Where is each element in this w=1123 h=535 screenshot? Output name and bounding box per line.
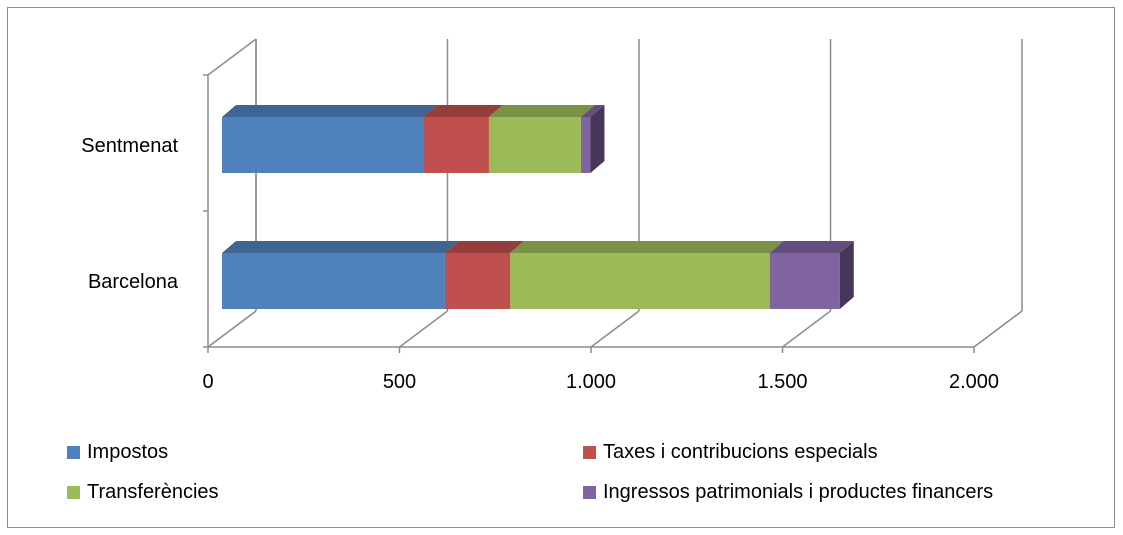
category-label: Sentmenat: [81, 135, 178, 157]
bar-segment-top: [444, 241, 525, 253]
floor-gridline: [207, 310, 257, 348]
x-tick-label: 1.000: [566, 371, 616, 393]
bar-segment: [222, 117, 424, 173]
floor-gridline: [399, 310, 448, 348]
category-label: Barcelona: [88, 271, 179, 293]
bar-segment: [444, 253, 511, 309]
floor-gridline: [590, 310, 640, 348]
floor-gridline: [782, 310, 831, 348]
bar-segment: [488, 117, 581, 173]
bar-segment-top: [222, 105, 438, 117]
floor-gridline: [973, 310, 1023, 348]
bar-segment-top: [222, 241, 459, 253]
y-axis-categories: Sentmenat Barcelona: [81, 135, 179, 293]
bar-segment-top: [423, 105, 503, 117]
bar-segment-top: [769, 241, 854, 253]
bar-segment: [769, 253, 840, 309]
bar-segment: [580, 117, 591, 173]
bar-segment-top: [488, 105, 595, 117]
bar-segment: [222, 253, 445, 309]
bar-segment: [510, 253, 770, 309]
x-tick-label: 1.500: [757, 371, 807, 393]
bar-segment-top: [580, 105, 605, 117]
x-tick-label: 500: [383, 371, 416, 393]
bar-segment: [423, 117, 489, 173]
bar-segment-top: [510, 241, 784, 253]
left-wall-top-edge: [207, 38, 257, 76]
bar-segment-side: [590, 105, 605, 173]
bar-series: [222, 105, 854, 309]
x-tick-label: 0: [202, 371, 213, 393]
bar-segment-side: [839, 241, 854, 309]
x-tick-label: 2.000: [949, 371, 999, 393]
x-axis-ticks: 0 500 1.000 1.500 2.000: [202, 347, 999, 393]
